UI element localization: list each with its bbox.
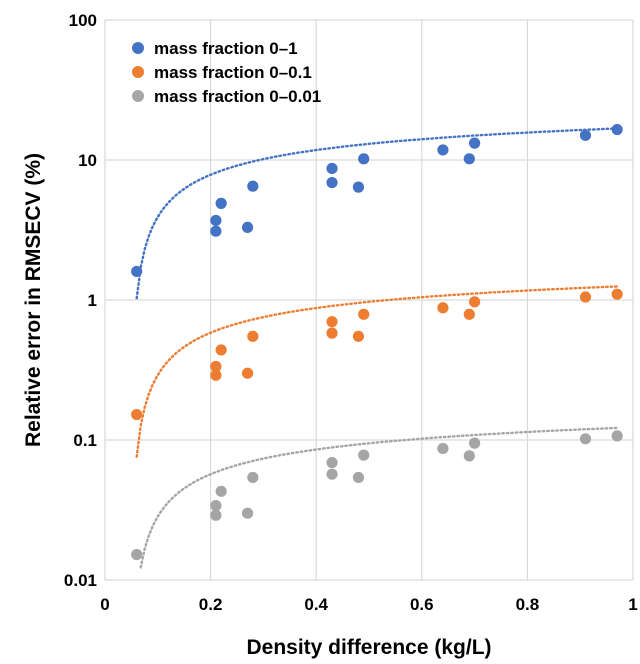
trend-line (135, 127, 619, 300)
data-point (437, 442, 449, 455)
data-point (326, 456, 338, 469)
data-point (241, 221, 254, 234)
data-point (469, 437, 481, 449)
data-point (215, 197, 227, 209)
data-point (326, 176, 338, 189)
data-point (210, 369, 222, 381)
data-point (352, 330, 365, 342)
y-axis-title: Relative error in RMSECV (%) (22, 153, 45, 447)
data-point (326, 162, 338, 175)
x-tick-label: 0.6 (410, 595, 434, 614)
data-point (215, 485, 227, 497)
data-point (210, 214, 222, 227)
data-point (210, 509, 222, 521)
data-point (463, 450, 475, 462)
data-point (131, 265, 143, 278)
data-point (469, 137, 481, 149)
x-axis-title: Density difference (kg/L) (246, 636, 491, 659)
legend-label: mass fraction 0–0.01 (154, 87, 321, 106)
x-tick-label: 0.8 (516, 595, 540, 614)
legend-label: mass fraction 0–1 (154, 39, 298, 58)
data-point (326, 327, 338, 339)
x-tick-label: 0.4 (304, 595, 328, 614)
legend-label: mass fraction 0–0.1 (154, 63, 312, 82)
data-point (579, 291, 592, 303)
data-point (463, 308, 475, 320)
x-tick-label: 0 (100, 595, 109, 614)
data-point (358, 308, 370, 320)
legend-marker (132, 66, 144, 78)
data-point (358, 449, 370, 461)
data-point (579, 433, 592, 445)
x-tick-label: 0.2 (199, 595, 223, 614)
data-point (352, 471, 365, 484)
y-tick-label: 0.01 (64, 571, 97, 590)
trend-line (139, 426, 619, 569)
x-tick-labels: 0 0.2 0.4 0.6 0.8 1 (100, 595, 637, 614)
y-tick-label: 10 (78, 151, 97, 170)
data-point (611, 430, 623, 442)
y-tick-label: 100 (69, 11, 97, 30)
data-point (437, 144, 449, 156)
y-tick-label: 1 (88, 291, 97, 310)
data-point (215, 344, 227, 356)
y-tick-label: 0.1 (73, 431, 97, 450)
data-point (437, 302, 449, 314)
x-tick-label: 1 (628, 595, 637, 614)
legend-marker (132, 42, 144, 54)
data-point (611, 123, 623, 136)
data-point (247, 330, 259, 342)
data-point (241, 367, 254, 379)
data-point (579, 129, 592, 141)
data-point (463, 153, 475, 165)
legend: mass fraction 0–1 mass fraction 0–0.1 mass… (132, 39, 321, 106)
data-point (210, 360, 222, 373)
data-point (131, 408, 143, 421)
data-point (131, 548, 143, 561)
data-point (611, 288, 623, 300)
data-point (247, 471, 259, 484)
data-point (210, 499, 222, 512)
trend-line (135, 285, 619, 458)
data-point (352, 181, 365, 193)
data-point (326, 316, 338, 328)
data-points (131, 123, 623, 561)
data-point (247, 180, 259, 192)
data-point (469, 296, 481, 308)
data-point (210, 225, 222, 237)
data-point (241, 507, 254, 519)
data-point (358, 153, 370, 165)
legend-marker (132, 90, 144, 102)
y-tick-labels: 0.01 0.1 1 10 100 (64, 11, 97, 590)
trend-lines (135, 127, 619, 569)
data-point (326, 468, 338, 480)
